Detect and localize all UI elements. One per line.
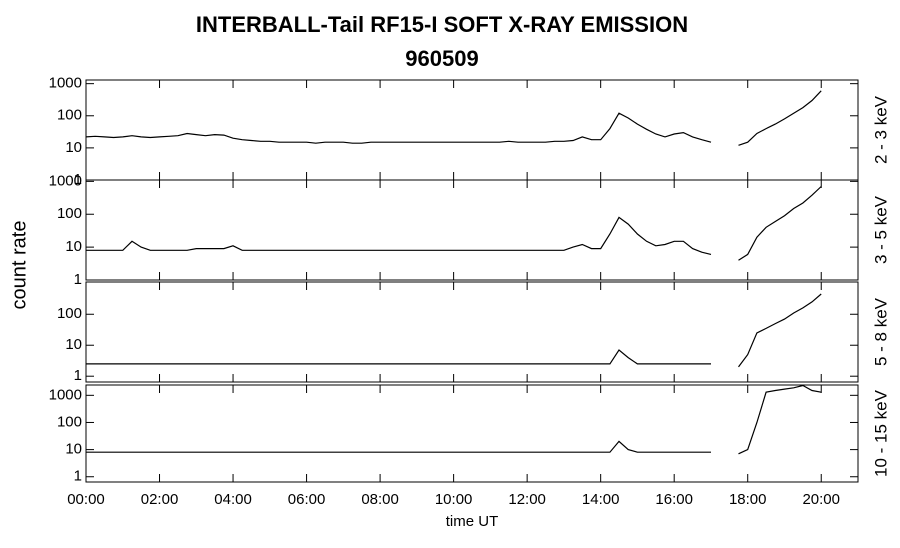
y-tick-label: 10	[65, 139, 82, 156]
data-line	[86, 293, 822, 368]
y-tick-label: 1	[74, 271, 82, 288]
panel-label: 2 - 3 keV	[871, 95, 890, 164]
panel-frame	[85, 79, 859, 181]
y-tick-label: 10	[65, 336, 82, 353]
x-tick-label: 04:00	[214, 491, 252, 508]
panel-label: 3 - 5 keV	[871, 195, 890, 264]
x-tick-label: 10:00	[435, 491, 473, 508]
y-axis-label: count rate	[8, 221, 30, 310]
y-tick-label: 100	[57, 413, 82, 430]
y-tick-label: 100	[57, 305, 82, 322]
chart-subtitle: 960509	[405, 46, 478, 71]
x-tick-label: 14:00	[582, 491, 620, 508]
x-tick-label: 02:00	[141, 491, 179, 508]
y-tick-label: 1000	[49, 386, 82, 403]
chart-title: INTERBALL-Tail RF15-I SOFT X-RAY EMISSIO…	[196, 12, 688, 37]
x-tick-label: 00:00	[67, 491, 105, 508]
data-line	[86, 186, 822, 261]
x-axis-label: time UT	[446, 513, 499, 530]
panel-frame	[85, 281, 859, 383]
y-tick-label: 10	[65, 441, 82, 458]
y-tick-label: 1000	[49, 75, 82, 92]
panel-label: 10 - 15 keV	[871, 389, 890, 477]
y-tick-label: 1	[74, 171, 82, 188]
x-tick-label: 18:00	[729, 491, 767, 508]
panel-label: 5 - 8 keV	[871, 297, 890, 366]
data-line	[86, 384, 822, 455]
x-tick-label: 12:00	[508, 491, 546, 508]
x-tick-label: 08:00	[361, 491, 399, 508]
data-line	[85, 90, 822, 146]
y-tick-label: 10	[65, 238, 82, 255]
panel-frame	[85, 384, 859, 483]
y-tick-label: 1000	[49, 172, 82, 189]
y-tick-label: 100	[57, 205, 82, 222]
x-tick-label: 16:00	[655, 491, 693, 508]
x-tick-label: 06:00	[288, 491, 326, 508]
y-tick-label: 100	[57, 107, 82, 124]
y-tick-label: 1	[74, 468, 82, 485]
panel-frame	[85, 179, 859, 281]
y-tick-label: 1	[74, 367, 82, 384]
x-tick-label: 20:00	[802, 491, 840, 508]
